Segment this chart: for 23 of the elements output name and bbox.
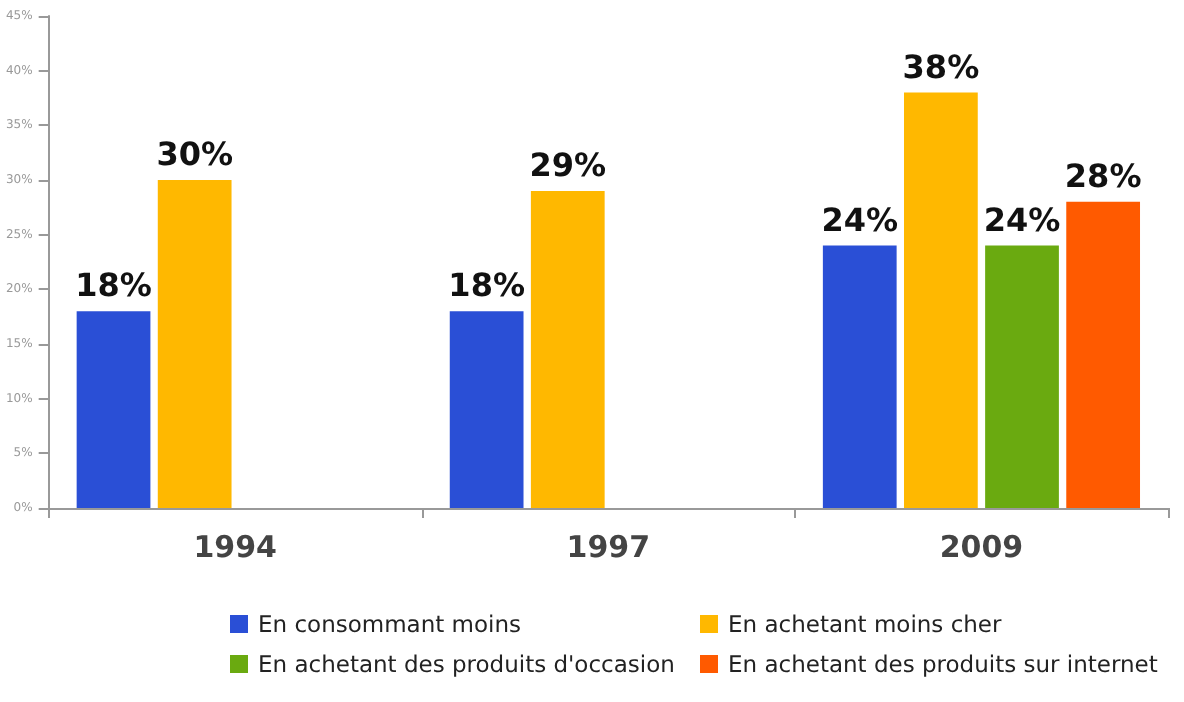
legend-label: En consommant moins	[258, 610, 522, 638]
bar	[1066, 201, 1141, 508]
x-tick-label: 1997	[566, 529, 651, 565]
x-tick-label: 2009	[939, 529, 1024, 565]
data-label: 24%	[983, 200, 1061, 239]
legend-label: En achetant des produits sur internet	[728, 650, 1159, 678]
bar	[157, 180, 232, 508]
data-label: 30%	[156, 135, 233, 173]
bar	[530, 190, 605, 508]
legend-label: En achetant moins cher	[728, 610, 1003, 638]
data-label: 29%	[529, 145, 607, 184]
data-label: 24%	[821, 200, 899, 239]
legend-label: En achetant des produits d'occasion	[258, 650, 675, 678]
data-label: 18%	[448, 266, 525, 305]
bar	[822, 245, 897, 508]
data-label: 28%	[1064, 156, 1142, 195]
data-label: 38%	[902, 47, 980, 86]
data-label: 18%	[75, 266, 152, 305]
bar	[904, 92, 978, 508]
x-tick-label: 1994	[193, 529, 277, 565]
bar	[985, 245, 1059, 508]
bar	[449, 311, 524, 508]
bar	[76, 311, 151, 508]
